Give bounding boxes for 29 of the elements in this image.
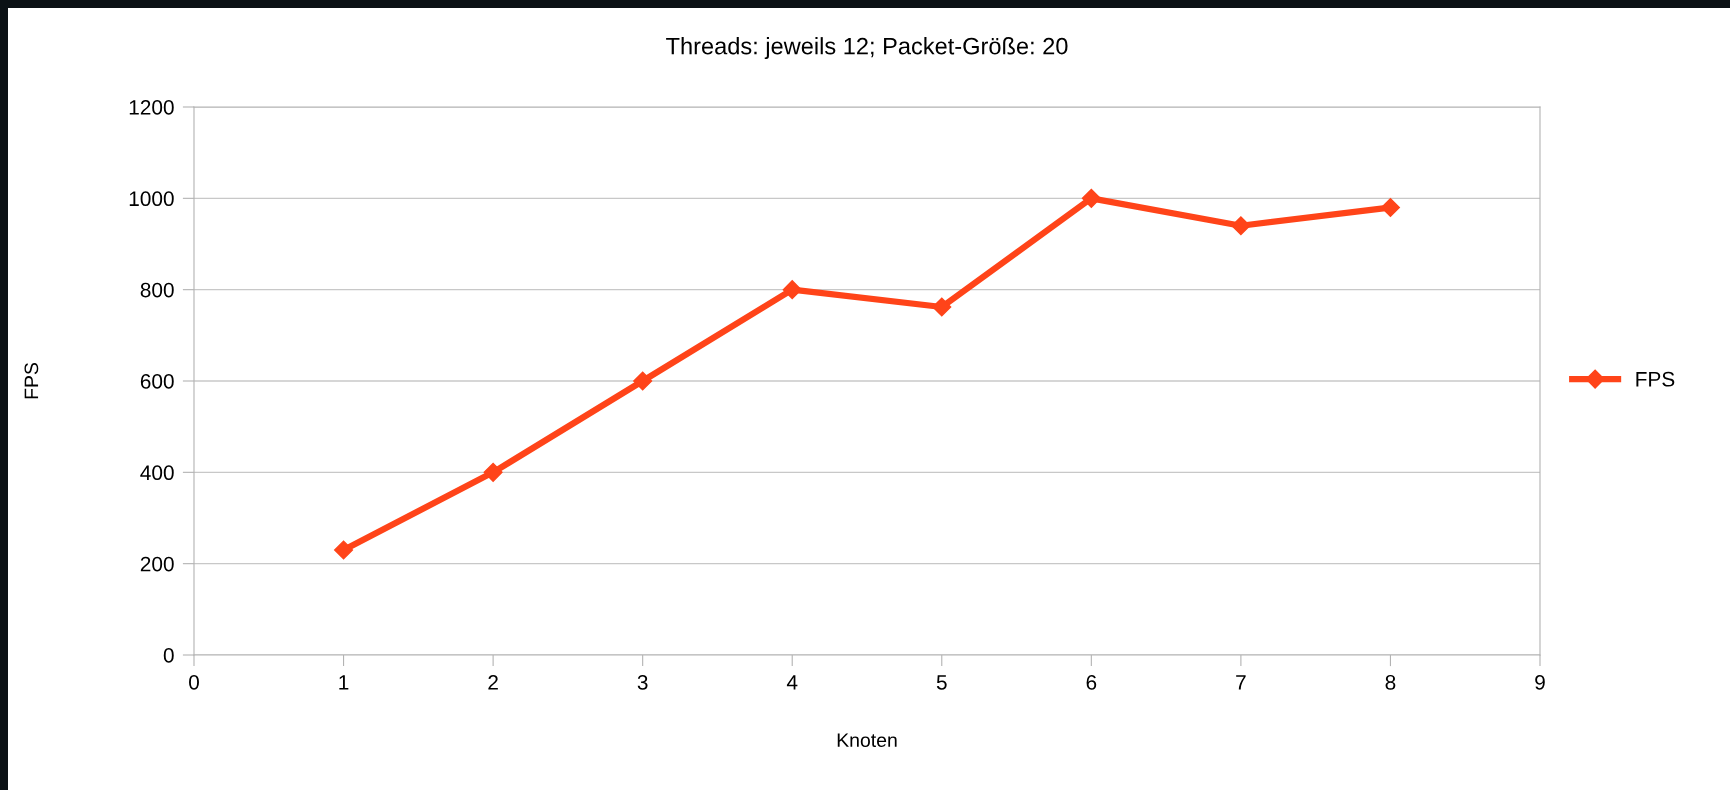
x-tick-label: 6: [1086, 674, 1097, 690]
point: [932, 297, 952, 317]
x-tick-label: 1: [339, 675, 349, 690]
point: [1380, 197, 1400, 218]
x-tick-label: 8: [1385, 674, 1396, 690]
y-tick-label: 1200: [129, 100, 174, 115]
point: [1231, 216, 1251, 236]
x-tick-label: 2: [488, 674, 498, 690]
point: [1081, 188, 1101, 208]
y-tick-label: 800: [140, 282, 174, 298]
y-tick-label: 0: [163, 648, 174, 663]
x-axis-title: Knoten: [837, 733, 897, 748]
x-tick-label: 7: [1236, 675, 1246, 690]
x-tick-label: 9: [1535, 674, 1545, 690]
point: [334, 540, 354, 560]
point: [782, 280, 802, 300]
x-tick-label: 5: [936, 675, 947, 690]
legend-label: FPS: [1636, 371, 1675, 387]
point: [483, 462, 503, 482]
point: [633, 371, 653, 391]
x-tick-label: 4: [786, 675, 798, 690]
y-axis-title: FPS: [24, 362, 39, 399]
y-tick-label: 600: [140, 374, 174, 389]
x-tick-label: 0: [189, 674, 199, 690]
chart-title: Threads: jeweils 12; Packet-Größe: 20: [666, 37, 1068, 60]
y-tick-label: 400: [140, 465, 174, 481]
y-tick-label: 1000: [129, 191, 174, 207]
x-tick-label: 3: [637, 674, 648, 690]
y-tick-label: 200: [140, 556, 174, 572]
